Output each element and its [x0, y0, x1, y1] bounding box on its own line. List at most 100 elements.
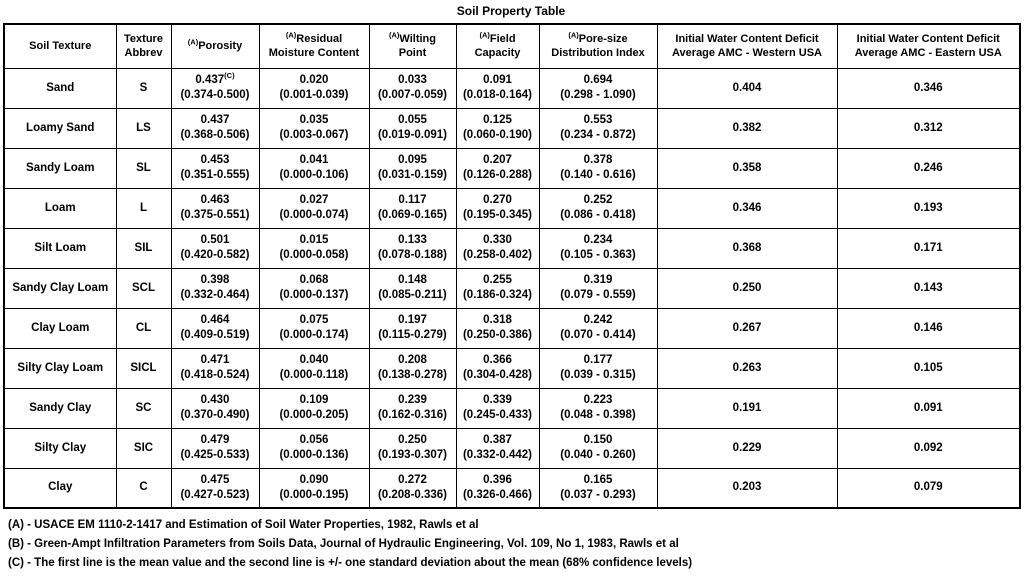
- abbrev-cell: SIL: [115, 227, 172, 269]
- abbrev-cell: L: [115, 187, 172, 229]
- western-deficit-cell: 0.382: [656, 107, 838, 149]
- eastern-deficit-cell: 0.143: [836, 267, 1021, 309]
- mean-value: 0.396: [483, 473, 512, 486]
- porosity-cell: 0.501 (0.420-0.582): [170, 227, 260, 269]
- field-cell: 0.339 (0.245-0.433): [455, 387, 540, 429]
- mean-value: 0.255: [483, 274, 512, 286]
- range-value: (0.105 - 0.363): [560, 249, 636, 261]
- range-value: (0.425-0.533): [180, 449, 250, 461]
- range-value: (0.078-0.188): [377, 249, 448, 261]
- western-deficit-cell: 0.250: [656, 267, 838, 309]
- mean-value: 0.020: [299, 74, 329, 86]
- header-porosity: (A)Porosity: [170, 23, 260, 69]
- range-value: (0.245-0.433): [462, 409, 533, 421]
- header-superscript: (A): [187, 37, 199, 47]
- wilting-cell: 0.148 (0.085-0.211): [368, 267, 457, 309]
- range-value: (0.070 - 0.414): [560, 329, 636, 341]
- wilting-cell: 0.055 (0.019-0.091): [368, 107, 457, 149]
- residual-cell: 0.109 (0.000-0.205): [258, 387, 370, 429]
- residual-cell: 0.068 (0.000-0.137): [258, 267, 370, 309]
- field-cell: 0.125 (0.060-0.190): [455, 107, 540, 149]
- header-line: Capacity: [474, 47, 521, 60]
- mean-value: 0.165: [583, 473, 613, 486]
- header-line: Point: [398, 47, 427, 60]
- residual-cell: 0.056 (0.000-0.136): [258, 427, 370, 469]
- table-row: Loam L 0.463 (0.375-0.551) 0.027 (0.000-0.074…: [3, 187, 1021, 229]
- abbrev-cell: SL: [115, 147, 172, 189]
- range-value: (0.115-0.279): [378, 329, 447, 341]
- table-row: Silt Loam SIL 0.501 (0.420-0.582) 0.015 (0.00…: [3, 227, 1021, 269]
- header-superscript: (A): [285, 30, 297, 40]
- range-value: (0.332-0.442): [462, 449, 533, 461]
- range-value: (0.003-0.067): [279, 129, 349, 141]
- poresize-cell: 0.378 (0.140 - 0.616): [538, 147, 658, 189]
- mean-value: 0.197: [398, 314, 427, 326]
- footnote-a: (A) - USACE EM 1110-2-1417 and Estimatio…: [8, 519, 479, 531]
- header-line: Texture: [124, 33, 163, 46]
- mean-value: 0.471: [200, 354, 230, 366]
- mean-value: 0.033: [398, 74, 427, 86]
- mean-value: 0.330: [483, 234, 512, 246]
- field-cell: 0.396 (0.326-0.466): [455, 467, 540, 509]
- header-line: (A)Residual: [285, 30, 343, 46]
- mean-value: 0.479: [200, 434, 230, 446]
- header-line: Average AMC - Eastern USA: [854, 47, 1002, 60]
- mean-value: 0.437(C): [195, 71, 235, 86]
- porosity-cell: 0.463 (0.375-0.551): [170, 187, 260, 229]
- range-value: (0.040 - 0.260): [560, 449, 636, 461]
- porosity-cell: 0.453 (0.351-0.555): [170, 147, 260, 189]
- abbrev-cell: LS: [115, 107, 172, 149]
- wilting-cell: 0.208 (0.138-0.278): [368, 347, 457, 389]
- residual-cell: 0.020 (0.001-0.039): [258, 67, 370, 109]
- mean-value: 0.270: [483, 194, 512, 206]
- range-value: (0.186-0.324): [462, 289, 533, 301]
- header-deficit-western: Initial Water Content Deficit Average AMC…: [656, 23, 838, 69]
- field-cell: 0.318 (0.250-0.386): [455, 307, 540, 349]
- footnote-b: (B) - Green-Ampt Infiltration Parameters…: [8, 538, 679, 550]
- mean-value: 0.463: [200, 194, 230, 206]
- range-value: (0.048 - 0.398): [560, 409, 636, 421]
- eastern-deficit-cell: 0.092: [836, 427, 1021, 469]
- range-value: (0.019-0.091): [377, 129, 448, 141]
- poresize-cell: 0.223 (0.048 - 0.398): [538, 387, 658, 429]
- range-value: (0.427-0.523): [180, 488, 250, 501]
- residual-cell: 0.035 (0.003-0.067): [258, 107, 370, 149]
- mean-value: 0.041: [299, 154, 329, 166]
- field-cell: 0.387 (0.332-0.442): [455, 427, 540, 469]
- field-cell: 0.091 (0.018-0.164): [455, 67, 540, 109]
- eastern-deficit-cell: 0.146: [836, 307, 1021, 349]
- wilting-cell: 0.272 (0.208-0.336): [368, 467, 457, 509]
- western-deficit-cell: 0.191: [656, 387, 838, 429]
- table-header: Soil Texture Texture Abbrev (A)Porosity (A)R…: [3, 23, 1021, 69]
- soil-texture-cell: Sandy Loam: [3, 147, 117, 189]
- table-row: Loamy Sand LS 0.437 (0.368-0.506) 0.035 (0.00…: [3, 107, 1021, 149]
- mean-value: 0.125: [483, 114, 512, 126]
- table-row: Clay Loam CL 0.464 (0.409-0.519) 0.075 (0.000…: [3, 307, 1021, 349]
- western-deficit-cell: 0.263: [656, 347, 838, 389]
- wilting-cell: 0.250 (0.193-0.307): [368, 427, 457, 469]
- eastern-deficit-cell: 0.171: [836, 227, 1021, 269]
- porosity-cell: 0.479 (0.425-0.533): [170, 427, 260, 469]
- range-value: (0.368-0.506): [180, 129, 250, 141]
- range-value: (0.126-0.288): [462, 169, 533, 181]
- abbrev-cell: CL: [115, 307, 172, 349]
- range-value: (0.018-0.164): [462, 89, 533, 101]
- mean-value: 0.056: [299, 434, 329, 446]
- mean-value: 0.250: [398, 434, 427, 446]
- mean-value: 0.208: [398, 354, 427, 366]
- wilting-cell: 0.239 (0.162-0.316): [368, 387, 457, 429]
- mean-value: 0.553: [583, 114, 613, 126]
- porosity-cell: 0.437(C) (0.374-0.500): [170, 67, 260, 109]
- range-value: (0.420-0.582): [180, 249, 250, 261]
- soil-texture-cell: Clay: [3, 467, 117, 509]
- range-value: (0.000-0.174): [279, 329, 349, 341]
- mean-value: 0.318: [483, 314, 512, 326]
- soil-texture-cell: Loam: [3, 187, 117, 229]
- mean-value: 0.207: [483, 154, 512, 166]
- eastern-deficit-cell: 0.079: [836, 467, 1021, 509]
- mean-value: 0.148: [398, 274, 427, 286]
- mean-value: 0.055: [398, 114, 427, 126]
- mean-value: 0.378: [583, 154, 613, 166]
- wilting-cell: 0.197 (0.115-0.279): [368, 307, 457, 349]
